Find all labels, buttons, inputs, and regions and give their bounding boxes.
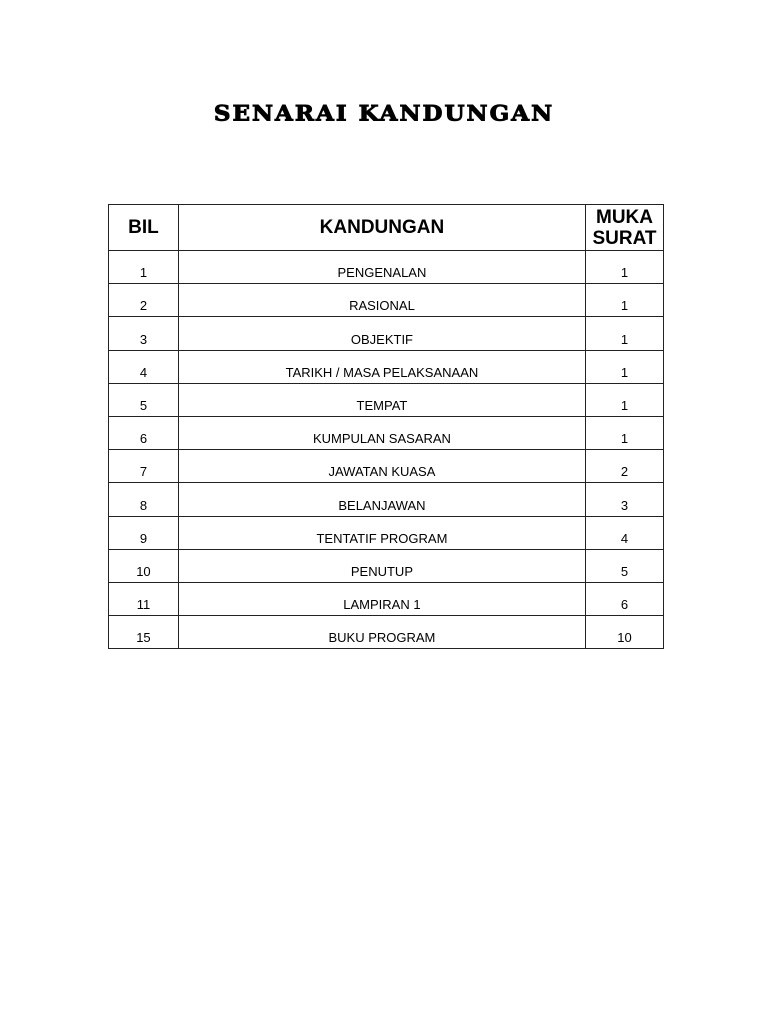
cell-muka: 3: [585, 482, 664, 517]
table-row: 8 BELANJAWAN 3: [108, 482, 664, 517]
table-row: 4 TARIKH / MASA PELAKSANAAN 1: [108, 349, 664, 384]
cell-kandungan: TARIKH / MASA PELAKSANAAN: [177, 349, 587, 384]
cell-muka: 1: [585, 249, 664, 285]
cell-bil: 2: [108, 283, 179, 318]
cell-bil: 7: [108, 449, 179, 484]
header-surat: SURAT: [592, 227, 657, 249]
cell-bil: 8: [108, 482, 179, 517]
header-kandungan: KANDUNGAN: [177, 204, 587, 251]
cell-kandungan: OBJEKTIF: [177, 316, 587, 351]
cell-bil: 6: [108, 415, 179, 451]
cell-muka: 6: [585, 581, 664, 617]
table-row: 15 BUKU PROGRAM 10: [108, 615, 664, 650]
cell-muka: 4: [585, 515, 664, 550]
cell-kandungan: BUKU PROGRAM: [177, 615, 587, 650]
contents-table: BIL KANDUNGAN MUKA SURAT 1 PENGENALAN 1 2 RAS…: [108, 204, 664, 650]
cell-muka: 1: [585, 382, 664, 417]
cell-muka: 5: [585, 548, 664, 583]
cell-muka: 10: [585, 615, 664, 650]
cell-kandungan: KUMPULAN SASARAN: [177, 415, 587, 451]
cell-muka: 1: [585, 316, 664, 351]
table-row: 1 PENGENALAN 1: [108, 249, 664, 285]
header-muka-surat: MUKA SURAT: [585, 204, 664, 251]
cell-bil: 9: [108, 515, 179, 550]
table-row: 2 RASIONAL 1: [108, 283, 664, 318]
cell-muka: 2: [585, 449, 664, 484]
cell-bil: 15: [108, 615, 179, 650]
table-row: 10 PENUTUP 5: [108, 548, 664, 583]
page-title: SENARAI KANDUNGAN: [213, 100, 555, 127]
table-row: 3 OBJEKTIF 1: [108, 316, 664, 351]
cell-muka: 1: [585, 283, 664, 318]
table-row: 9 TENTATIF PROGRAM 4: [108, 515, 664, 550]
cell-kandungan: PENGENALAN: [177, 249, 587, 285]
cell-kandungan: LAMPIRAN 1: [177, 581, 587, 617]
table-header-row: BIL KANDUNGAN MUKA SURAT: [108, 204, 664, 251]
cell-kandungan: PENUTUP: [177, 548, 587, 583]
cell-kandungan: BELANJAWAN: [177, 482, 587, 517]
cell-kandungan: TENTATIF PROGRAM: [177, 515, 587, 550]
cell-kandungan: RASIONAL: [177, 283, 587, 318]
cell-kandungan: JAWATAN KUASA: [177, 449, 587, 484]
header-bil: BIL: [108, 204, 179, 251]
table-row: 6 KUMPULAN SASARAN 1: [108, 415, 664, 451]
cell-bil: 1: [108, 249, 179, 285]
cell-bil: 11: [108, 581, 179, 617]
table-row: 7 JAWATAN KUASA 2: [108, 449, 664, 484]
header-muka: MUKA: [596, 206, 653, 228]
cell-muka: 1: [585, 415, 664, 451]
cell-bil: 5: [108, 382, 179, 417]
cell-kandungan: TEMPAT: [177, 382, 587, 417]
cell-muka: 1: [585, 349, 664, 384]
table-row: 5 TEMPAT 1: [108, 382, 664, 417]
cell-bil: 3: [108, 316, 179, 351]
cell-bil: 10: [108, 548, 179, 583]
cell-bil: 4: [108, 349, 179, 384]
